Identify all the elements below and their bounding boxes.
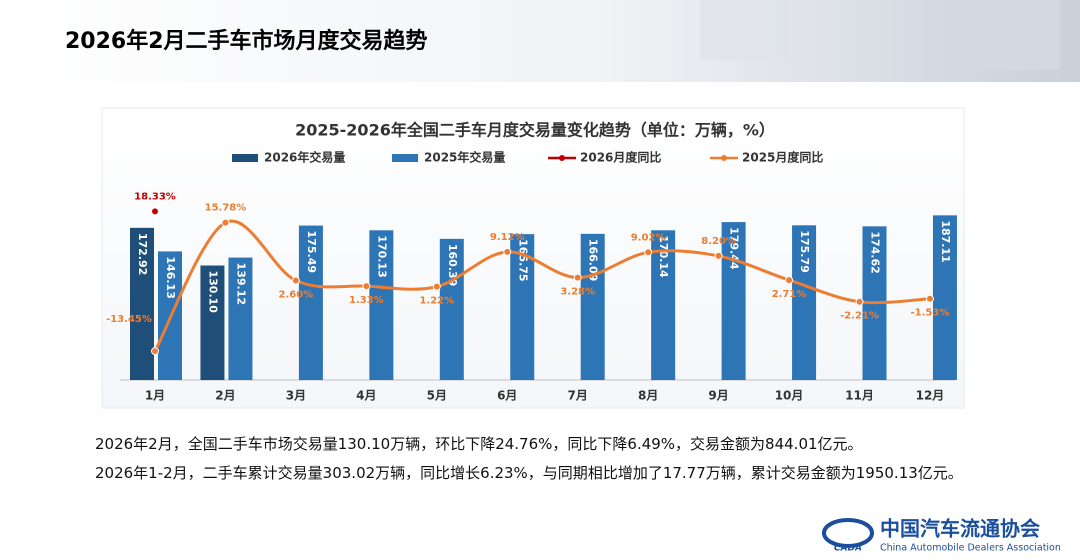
bar-value-label: 165.75	[516, 239, 529, 281]
bar	[200, 265, 225, 380]
line-point	[291, 276, 300, 285]
line-point	[785, 276, 794, 285]
line-point	[151, 347, 159, 356]
point-value-label: 1.22%	[419, 296, 454, 307]
line-point	[855, 297, 864, 306]
x-tick-label: 5月	[427, 389, 447, 403]
x-tick-label: 2月	[215, 389, 235, 403]
legend-label: 2025年交易量	[424, 150, 505, 165]
bar-value-label: 170.13	[375, 235, 388, 277]
line-point	[151, 207, 159, 216]
legend-swatch	[392, 154, 418, 162]
point-value-label: 18.33%	[134, 191, 176, 202]
header-decor	[700, 0, 790, 60]
line-point	[221, 218, 230, 227]
x-tick-label: 8月	[638, 389, 658, 403]
bar	[651, 230, 676, 380]
point-value-label: 3.28%	[560, 287, 595, 298]
point-value-label: 8.20%	[701, 236, 736, 247]
logo: CADA 中国汽车流通协会 China Automobile Dealers A…	[822, 517, 1061, 554]
header-decor	[960, 0, 1060, 70]
bar-value-label: 174.62	[869, 231, 882, 273]
bar	[369, 230, 394, 380]
x-tick-label: 10月	[775, 389, 804, 403]
logo-name: 中国汽车流通协会	[880, 517, 1040, 541]
bar-value-label: 130.10	[206, 271, 219, 314]
bar-value-label: 166.09	[587, 239, 600, 281]
chart-title: 2025-2026年全国二手车月度交易量变化趋势（单位：万辆，%）	[295, 121, 775, 140]
paragraph: 2026年2月，全国二手车市场交易量130.10万辆，环比下降24.76%，同比…	[95, 435, 863, 453]
point-value-label: -1.53%	[911, 308, 950, 319]
bar-value-label: 170.14	[657, 235, 670, 278]
x-tick-label: 12月	[916, 389, 945, 403]
logo-english: China Automobile Dealers Association	[880, 543, 1061, 554]
x-tick-label: 1月	[145, 389, 165, 403]
line-point	[925, 294, 934, 303]
point-value-label: 9.12%	[490, 232, 525, 243]
bar-value-label: 172.92	[136, 233, 149, 275]
point-value-label: 15.78%	[205, 203, 247, 214]
x-tick-label: 9月	[708, 389, 728, 403]
legend-label: 2026年交易量	[264, 150, 345, 165]
logo-ring	[822, 518, 874, 548]
legend-swatch	[721, 155, 727, 161]
bar-value-label: 139.12	[234, 263, 247, 305]
bar	[721, 222, 746, 380]
bar-value-label: 179.44	[728, 227, 741, 270]
legend-label: 2026月度同比	[580, 150, 661, 165]
line-point	[714, 251, 723, 260]
legend-swatch	[559, 155, 565, 161]
x-tick-label: 3月	[286, 389, 306, 403]
point-value-label: 9.02%	[631, 232, 666, 243]
bar	[792, 225, 817, 380]
x-tick-label: 6月	[497, 389, 517, 403]
header-title: 2026年2月二手车市场月度交易趋势	[65, 28, 428, 54]
x-tick-label: 11月	[845, 389, 874, 403]
logo-mark: CADA	[834, 544, 862, 554]
bar-value-label: 160.39	[446, 244, 459, 286]
line-point	[432, 282, 441, 291]
header-band	[0, 0, 1080, 82]
bar	[298, 225, 323, 380]
legend-label: 2025月度同比	[742, 150, 823, 165]
x-tick-label: 7月	[568, 389, 588, 403]
bar-value-label: 175.49	[305, 231, 318, 273]
line-point	[573, 273, 582, 282]
bar-value-label: 146.13	[164, 256, 177, 298]
bar-value-label: 175.79	[798, 230, 811, 272]
point-value-label: -2.21%	[840, 311, 879, 322]
line-point	[362, 282, 371, 291]
point-value-label: 2.71%	[772, 289, 807, 300]
bar	[228, 257, 253, 380]
line-point	[503, 247, 512, 256]
bar-value-label: 187.11	[939, 220, 952, 262]
point-value-label: -13.45%	[106, 314, 152, 325]
bar	[580, 233, 605, 380]
paragraph: 2026年1-2月，二手车累计交易量303.02万辆，同比增长6.23%，与同期…	[95, 464, 963, 482]
x-tick-label: 4月	[356, 389, 376, 403]
point-value-label: 2.60%	[279, 290, 314, 301]
point-value-label: 1.33%	[349, 295, 384, 306]
line-point	[644, 248, 653, 257]
bar	[932, 215, 957, 380]
legend-swatch	[232, 154, 258, 162]
bar	[439, 238, 464, 380]
paragraphs: 2026年2月，全国二手车市场交易量130.10万辆，环比下降24.76%，同比…	[95, 430, 1000, 488]
bar	[130, 227, 154, 380]
